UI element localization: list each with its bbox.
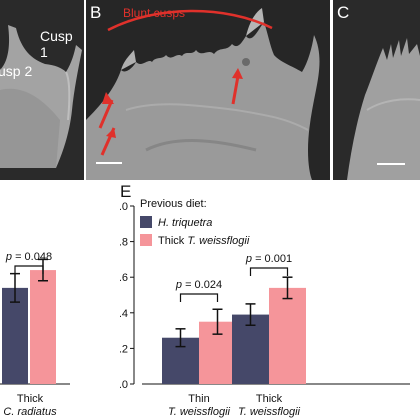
significance-bracket-1 <box>179 293 219 302</box>
cusp-1-label: Cusp 1 <box>40 28 73 60</box>
category-label-2-line-1: Thick <box>256 393 283 405</box>
panel-c-image: C <box>333 0 420 180</box>
bar-2 <box>30 270 56 384</box>
blunt-cusps-label: Blunt cusps <box>123 6 186 20</box>
y-tick-label-4: 0.8 <box>120 237 128 249</box>
legend-swatch-2 <box>140 234 152 246</box>
category-label-line-2: C. radiatus <box>3 406 57 418</box>
panel-e-letter: E <box>120 182 131 201</box>
p-value-label-2: p = 0.001 <box>245 253 292 265</box>
y-tick-label-5: 1.0 <box>120 201 128 213</box>
p-value-label-1: p = 0.024 <box>175 279 222 291</box>
legend-label-1: H. triquetra <box>158 217 212 229</box>
y-tick-label-0: 0.0 <box>120 379 128 391</box>
panel-a-image: Cusp 1 usp 2 <box>0 0 84 180</box>
y-tick-label-3: 0.6 <box>120 272 128 284</box>
category-label-2-line-2: T. weissflogii <box>238 406 301 418</box>
bar-group-2-series-1 <box>232 314 269 384</box>
category-label-1-line-1: Thin <box>188 393 209 405</box>
legend-title: Previous diet: <box>140 198 207 210</box>
significance-bracket <box>14 265 44 274</box>
panel-b-image: B Blunt cusps <box>86 0 330 180</box>
y-tick-label-1: 0.2 <box>120 343 128 355</box>
cusp-2-label: usp 2 <box>0 63 33 79</box>
bar-1 <box>2 287 28 384</box>
significance-bracket-2 <box>249 267 289 276</box>
category-label-line-1: Thick <box>17 393 44 405</box>
bar-group-2-series-2 <box>269 287 306 384</box>
panel-b-letter: B <box>90 3 102 22</box>
category-label-1-line-2: T. weissflogii <box>168 406 231 418</box>
legend-swatch-1 <box>140 216 152 228</box>
y-tick-label-2: 0.4 <box>120 308 128 320</box>
legend-label-2: Thick T. weissflogii <box>158 235 250 247</box>
panel-c-letter: C <box>337 3 350 22</box>
p-value-label: p = 0.048 <box>5 251 52 263</box>
